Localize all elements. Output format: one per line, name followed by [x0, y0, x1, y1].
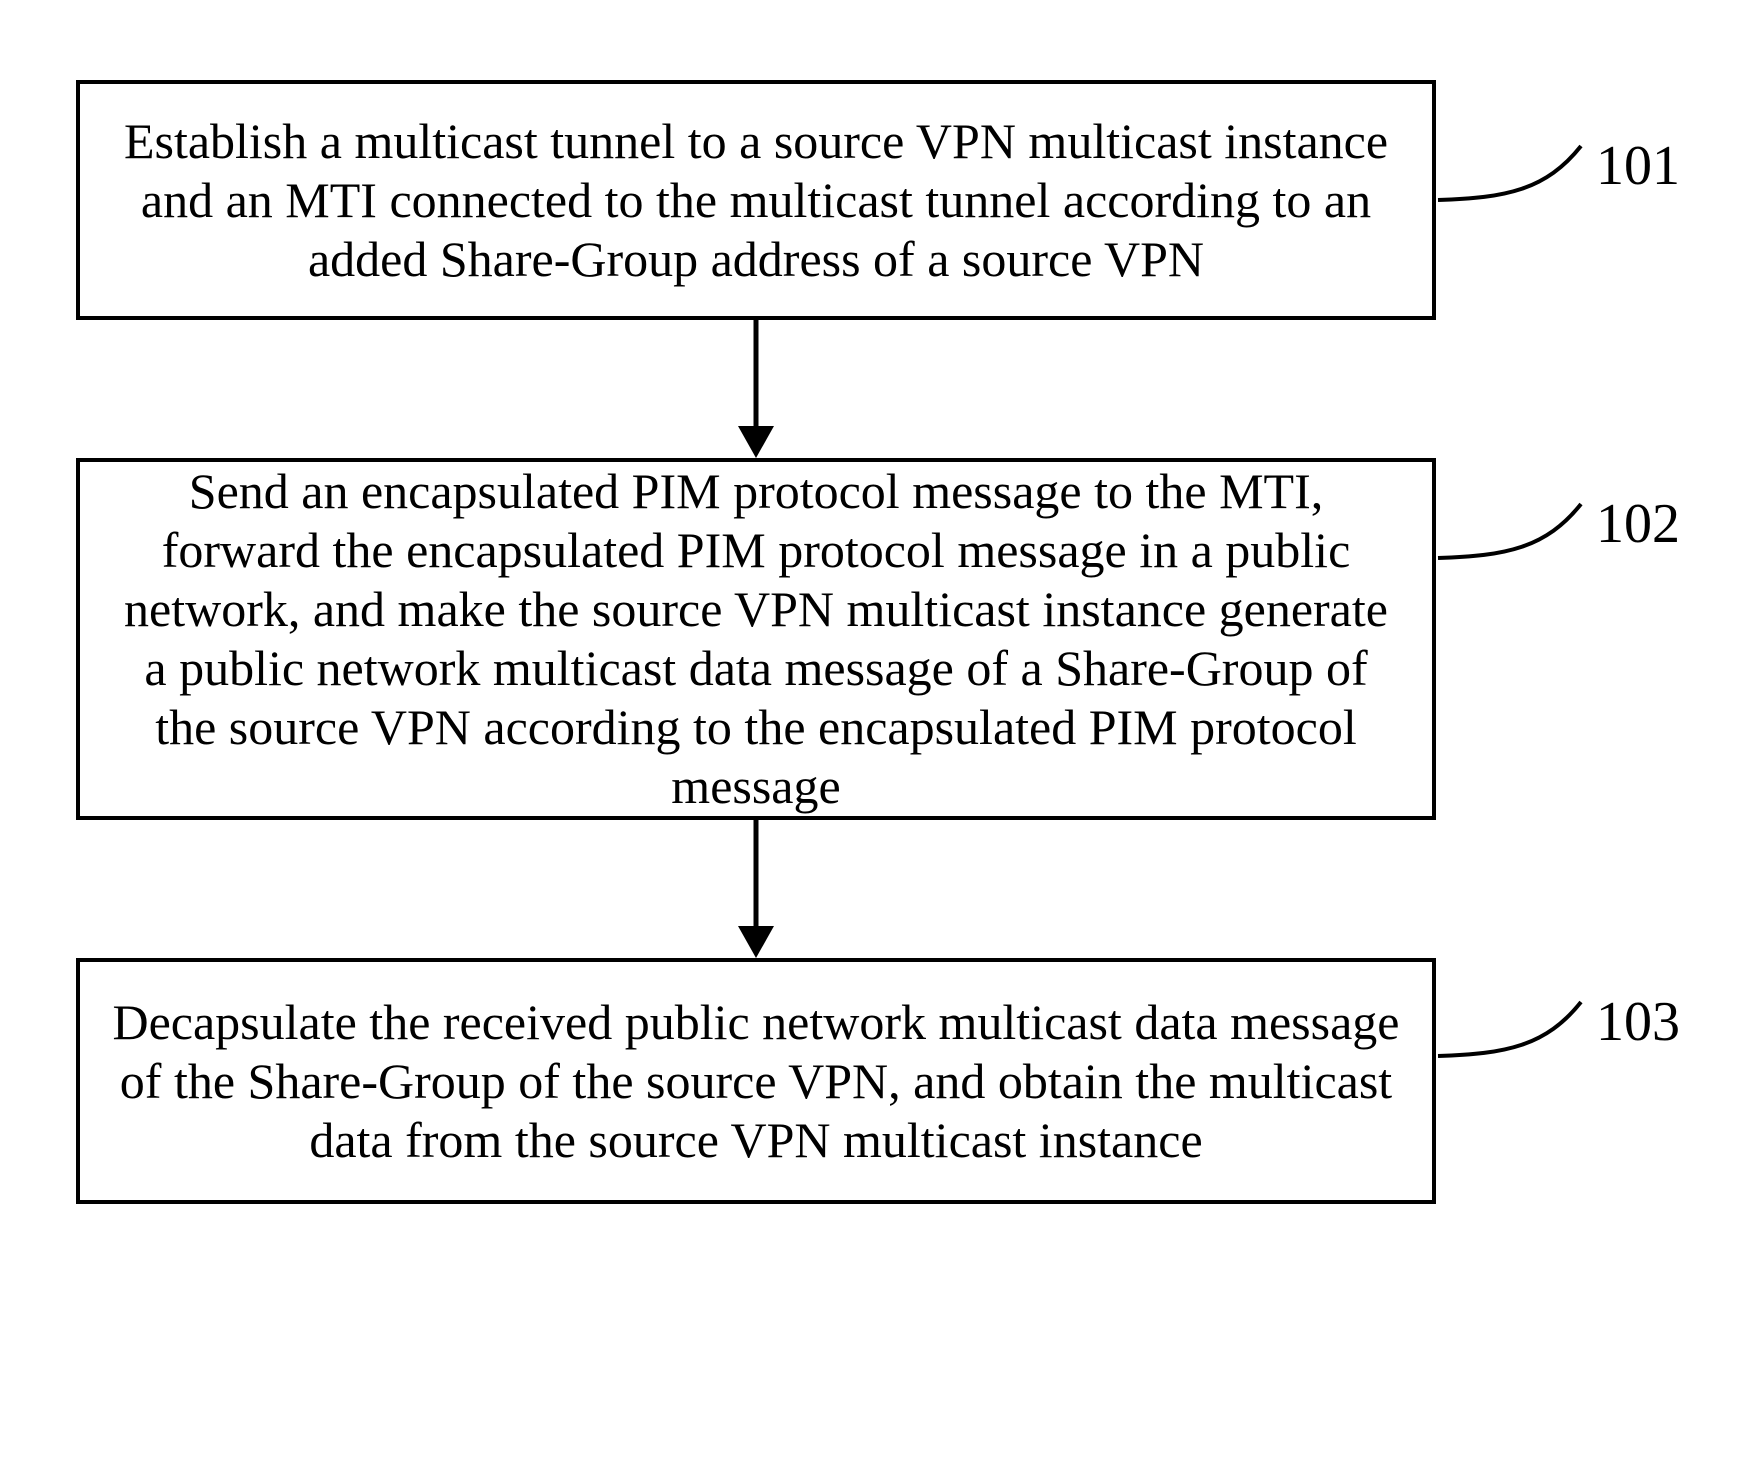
flow-label-3: 103 — [1596, 990, 1680, 1054]
flow-step-2: Send an encapsulated PIM protocol messag… — [76, 458, 1436, 820]
flow-arrow-2 — [736, 820, 776, 958]
flow-step-1-text: Establish a multicast tunnel to a source… — [110, 112, 1402, 289]
flow-step-3: Decapsulate the received public network … — [76, 958, 1436, 1204]
flow-label-2: 102 — [1596, 492, 1680, 556]
flow-arrow-1 — [736, 320, 776, 458]
flow-step-2-text: Send an encapsulated PIM protocol messag… — [110, 462, 1402, 816]
flow-step-3-text: Decapsulate the received public network … — [110, 993, 1402, 1170]
flow-step-1: Establish a multicast tunnel to a source… — [76, 80, 1436, 320]
flow-label-1: 101 — [1596, 134, 1680, 198]
